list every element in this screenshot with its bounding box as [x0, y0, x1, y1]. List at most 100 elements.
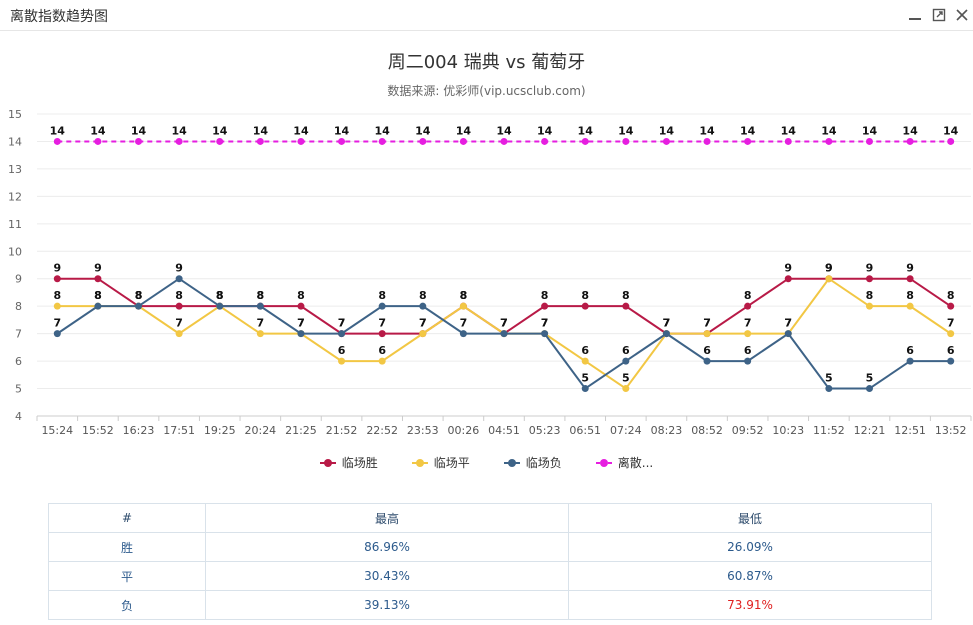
data-label-0: 8 [297, 289, 305, 302]
data-label-3: 14 [253, 124, 269, 137]
x-tick-label: 05:23 [529, 424, 561, 437]
stats-header-high: 最高 [205, 503, 569, 533]
data-point-2 [825, 385, 833, 393]
data-label-2: 6 [703, 344, 711, 357]
data-label-0: 8 [744, 289, 752, 302]
data-label-2: 7 [338, 317, 346, 330]
legend-item[interactable]: 离散... [595, 454, 654, 471]
data-label-1: 7 [784, 317, 792, 330]
x-tick-label: 08:23 [651, 424, 683, 437]
data-point-0 [53, 275, 61, 283]
data-label-0: 9 [825, 262, 833, 275]
legend-symbol [319, 458, 336, 467]
data-label-2: 7 [663, 317, 671, 330]
x-tick-label: 07:24 [610, 424, 642, 437]
legend-label: 离散... [617, 456, 654, 470]
legend-item[interactable]: 临场胜 [319, 454, 378, 471]
data-label-1: 7 [175, 317, 183, 330]
data-label-0: 9 [94, 262, 102, 275]
data-point-2 [419, 302, 427, 310]
y-tick-label: 9 [15, 273, 22, 286]
data-point-3 [53, 137, 61, 145]
data-label-2: 8 [135, 289, 143, 302]
data-label-2: 5 [581, 372, 589, 385]
data-point-3 [175, 137, 183, 145]
data-label-3: 14 [659, 124, 675, 137]
data-label-1: 8 [216, 289, 224, 302]
row-label: 负 [48, 590, 206, 620]
x-tick-label: 04:51 [488, 424, 520, 437]
data-point-3 [622, 137, 630, 145]
data-label-0: 8 [541, 289, 549, 302]
data-point-3 [338, 137, 346, 145]
data-point-1 [947, 330, 955, 338]
row-low: 26.09% [568, 532, 932, 562]
data-label-3: 14 [578, 124, 594, 137]
row-low: 60.87% [568, 561, 932, 591]
data-point-1 [825, 275, 833, 283]
data-point-1 [175, 330, 183, 338]
data-label-2: 8 [257, 289, 265, 302]
data-label-1: 7 [947, 317, 955, 330]
data-point-0 [297, 302, 305, 310]
data-point-2 [459, 330, 467, 338]
data-label-0: 7 [338, 317, 346, 330]
x-tick-label: 12:51 [894, 424, 926, 437]
data-label-2: 6 [622, 344, 630, 357]
data-label-1: 6 [581, 344, 589, 357]
data-label-3: 14 [862, 124, 878, 137]
data-label-2: 6 [906, 344, 914, 357]
data-label-1: 6 [338, 344, 346, 357]
y-tick-label: 5 [15, 383, 22, 396]
minimize-icon[interactable] [905, 5, 925, 25]
data-point-0 [622, 302, 630, 310]
data-label-3: 14 [456, 124, 472, 137]
data-point-2 [703, 357, 711, 365]
data-label-2: 7 [784, 317, 792, 330]
close-icon[interactable] [952, 5, 972, 25]
data-label-0: 9 [784, 262, 792, 275]
legend-symbol [411, 458, 428, 467]
data-label-3: 14 [943, 124, 959, 137]
data-point-2 [784, 330, 792, 338]
data-label-2: 9 [175, 262, 183, 275]
data-point-0 [378, 330, 386, 338]
data-point-2 [94, 302, 102, 310]
x-tick-label: 19:25 [204, 424, 236, 437]
y-tick-label: 8 [15, 300, 22, 313]
y-tick-label: 10 [8, 245, 22, 258]
data-label-1: 8 [906, 289, 914, 302]
legend-symbol [595, 458, 612, 467]
data-point-3 [744, 137, 752, 145]
data-label-1: 7 [703, 317, 711, 330]
y-tick-label: 6 [15, 355, 22, 368]
data-label-3: 14 [781, 124, 797, 137]
data-point-3 [459, 137, 467, 145]
data-label-3: 14 [537, 124, 553, 137]
data-point-2 [947, 357, 955, 365]
x-tick-label: 09:52 [732, 424, 764, 437]
x-tick-label: 00:26 [448, 424, 480, 437]
x-tick-label: 11:52 [813, 424, 845, 437]
row-label: 胜 [48, 532, 206, 562]
data-point-2 [581, 385, 589, 393]
y-tick-label: 14 [8, 135, 22, 148]
data-point-1 [865, 302, 873, 310]
data-point-3 [906, 137, 914, 145]
legend-item[interactable]: 临场平 [411, 454, 470, 471]
data-label-0: 8 [622, 289, 630, 302]
x-tick-label: 22:52 [366, 424, 398, 437]
data-point-2 [500, 330, 508, 338]
restore-icon[interactable] [929, 5, 949, 25]
legend-label: 临场胜 [341, 456, 378, 470]
stats-header-index: # [48, 503, 206, 533]
data-point-3 [947, 137, 955, 145]
legend-item[interactable]: 临场负 [503, 454, 562, 471]
data-point-3 [825, 137, 833, 145]
data-label-3: 14 [90, 124, 106, 137]
x-tick-label: 08:52 [691, 424, 723, 437]
data-point-3 [419, 137, 427, 145]
data-point-0 [581, 302, 589, 310]
data-point-3 [500, 137, 508, 145]
data-point-3 [662, 137, 670, 145]
